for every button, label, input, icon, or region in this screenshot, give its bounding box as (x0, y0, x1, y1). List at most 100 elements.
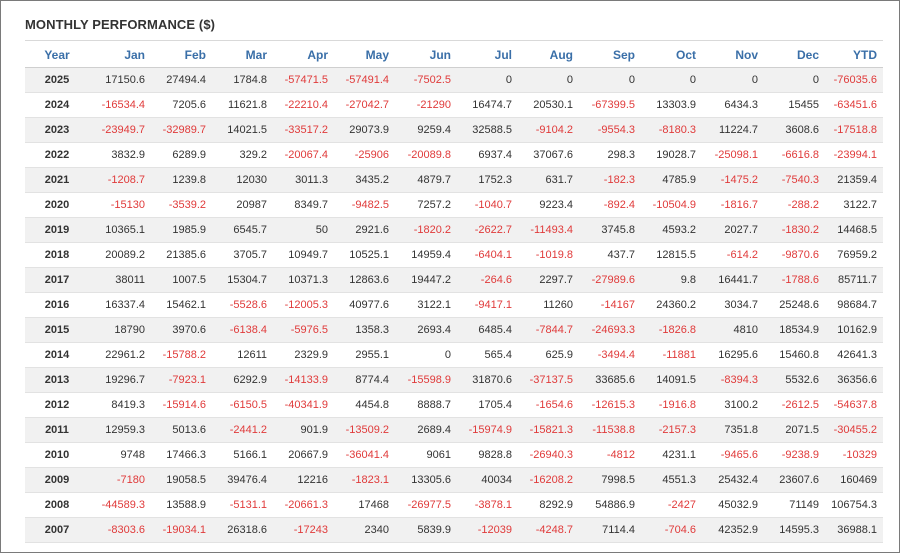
month-value-cell: -1475.2 (702, 167, 764, 193)
year-cell: 2020 (25, 192, 89, 218)
month-value-cell: 16295.6 (702, 342, 764, 368)
month-value-cell: 9828.8 (457, 442, 518, 468)
month-value-cell: 19296.7 (89, 367, 151, 393)
column-header-jan[interactable]: Jan (89, 43, 151, 68)
month-value-cell: 6545.7 (212, 217, 273, 243)
monthly-performance-table: Year Jan Feb Mar Apr May Jun Jul Aug Sep… (25, 43, 883, 543)
month-value-cell: -12005.3 (273, 292, 334, 318)
month-value-cell: -12039 (457, 517, 518, 543)
ytd-cell: 106754.3 (825, 492, 883, 518)
column-header-dec[interactable]: Dec (764, 43, 825, 68)
month-value-cell: -1654.6 (518, 392, 579, 418)
year-cell: 2015 (25, 317, 89, 343)
month-value-cell: 7257.2 (395, 192, 457, 218)
column-header-apr[interactable]: Apr (273, 43, 334, 68)
table-row: 2010 9748 17466.3 5166.1 20667.9 -36041.4 9061… (25, 442, 883, 468)
month-value-cell: 19028.7 (641, 142, 702, 168)
month-value-cell: 71149 (764, 492, 825, 518)
column-header-aug[interactable]: Aug (518, 43, 579, 68)
column-header-may[interactable]: May (334, 43, 395, 68)
table-row: 2025 17150.6 27494.4 1784.8 -57471.5 -57491.4… (25, 67, 883, 93)
month-value-cell: -1823.1 (334, 467, 395, 493)
month-value-cell: 4593.2 (641, 217, 702, 243)
month-value-cell: -7540.3 (764, 167, 825, 193)
month-value-cell: 2027.7 (702, 217, 764, 243)
month-value-cell: -24693.3 (579, 317, 641, 343)
table-body: 2025 17150.6 27494.4 1784.8 -57471.5 -57491.4… (25, 67, 883, 543)
ytd-cell: -63451.6 (825, 92, 883, 118)
table-row: 2013 19296.7 -7923.1 6292.9 -14133.9 8774.4 -1… (25, 367, 883, 393)
column-header-nov[interactable]: Nov (702, 43, 764, 68)
month-value-cell: 3011.3 (273, 167, 334, 193)
column-header-year[interactable]: Year (25, 43, 89, 68)
column-header-mar[interactable]: Mar (212, 43, 273, 68)
month-value-cell: 7998.5 (579, 467, 641, 493)
year-cell: 2022 (25, 142, 89, 168)
month-value-cell: 15460.8 (764, 342, 825, 368)
month-value-cell: 14595.3 (764, 517, 825, 543)
month-value-cell: 17466.3 (151, 442, 212, 468)
column-header-ytd[interactable]: YTD (825, 43, 883, 68)
month-value-cell: 16441.7 (702, 267, 764, 293)
month-value-cell: -67399.5 (579, 92, 641, 118)
month-value-cell: -9104.2 (518, 117, 579, 143)
ytd-cell: -30455.2 (825, 417, 883, 443)
month-value-cell: -9465.6 (702, 442, 764, 468)
ytd-cell: 21359.4 (825, 167, 883, 193)
month-value-cell: 0 (395, 342, 457, 368)
month-value-cell: 0 (702, 67, 764, 93)
year-cell: 2021 (25, 167, 89, 193)
month-value-cell: -26977.5 (395, 492, 457, 518)
month-value-cell: 0 (641, 67, 702, 93)
month-value-cell: -1830.2 (764, 217, 825, 243)
month-value-cell: 6937.4 (457, 142, 518, 168)
month-value-cell: 4454.8 (334, 392, 395, 418)
month-value-cell: 6485.4 (457, 317, 518, 343)
month-value-cell: -15788.2 (151, 342, 212, 368)
month-value-cell: 5532.6 (764, 367, 825, 393)
year-cell: 2011 (25, 417, 89, 443)
month-value-cell: -25098.1 (702, 142, 764, 168)
month-value-cell: 50 (273, 217, 334, 243)
month-value-cell: 26318.6 (212, 517, 273, 543)
month-value-cell: -11493.4 (518, 217, 579, 243)
month-value-cell: 22961.2 (89, 342, 151, 368)
table-header: Year Jan Feb Mar Apr May Jun Jul Aug Sep… (25, 43, 883, 68)
column-header-oct[interactable]: Oct (641, 43, 702, 68)
table-row: 2015 18790 3970.6 -6138.4 -5976.5 1358.3 2693.… (25, 317, 883, 343)
month-value-cell: 12959.3 (89, 417, 151, 443)
month-value-cell: -22210.4 (273, 92, 334, 118)
month-value-cell: 4810 (702, 317, 764, 343)
month-value-cell: -27989.6 (579, 267, 641, 293)
month-value-cell: -1040.7 (457, 192, 518, 218)
column-header-jun[interactable]: Jun (395, 43, 457, 68)
month-value-cell: 1985.9 (151, 217, 212, 243)
month-value-cell: 9.8 (641, 267, 702, 293)
month-value-cell: -11881 (641, 342, 702, 368)
month-value-cell: -19034.1 (151, 517, 212, 543)
month-value-cell: 5166.1 (212, 442, 273, 468)
month-value-cell: -9554.3 (579, 117, 641, 143)
month-value-cell: -20661.3 (273, 492, 334, 518)
month-value-cell: -7923.1 (151, 367, 212, 393)
month-value-cell: 6292.9 (212, 367, 273, 393)
month-value-cell: 11224.7 (702, 117, 764, 143)
ytd-cell: 42641.3 (825, 342, 883, 368)
title-divider (25, 40, 883, 41)
month-value-cell: 7205.6 (151, 92, 212, 118)
month-value-cell: 12863.6 (334, 267, 395, 293)
column-header-sep[interactable]: Sep (579, 43, 641, 68)
month-value-cell: -9417.1 (457, 292, 518, 318)
column-header-feb[interactable]: Feb (151, 43, 212, 68)
year-cell: 2012 (25, 392, 89, 418)
month-value-cell: -21290 (395, 92, 457, 118)
month-value-cell: -15821.3 (518, 417, 579, 443)
month-value-cell: -3878.1 (457, 492, 518, 518)
column-header-jul[interactable]: Jul (457, 43, 518, 68)
ytd-cell: 98684.7 (825, 292, 883, 318)
month-value-cell: 2071.5 (764, 417, 825, 443)
month-value-cell: 3034.7 (702, 292, 764, 318)
month-value-cell: 11621.8 (212, 92, 273, 118)
year-cell: 2017 (25, 267, 89, 293)
